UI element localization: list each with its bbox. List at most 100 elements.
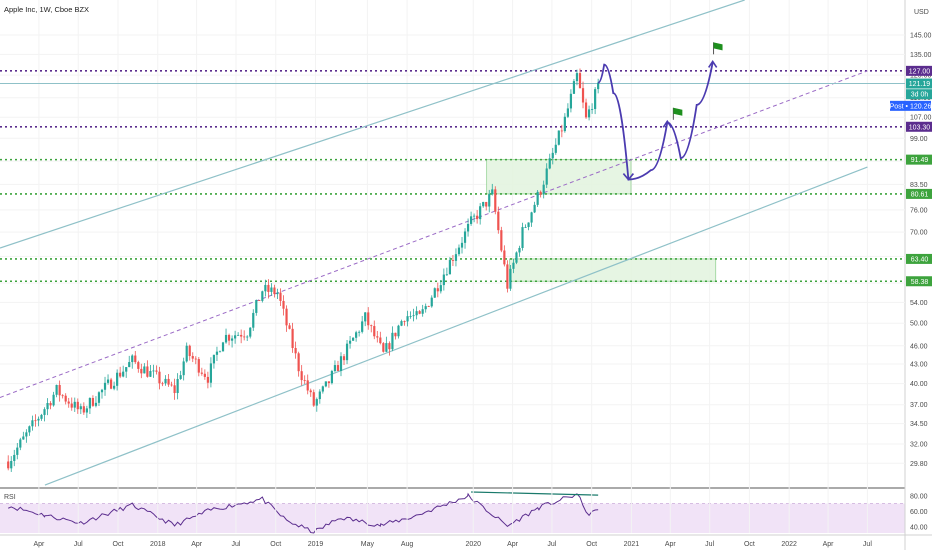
candle-2018-02-09	[173, 385, 176, 394]
candle-2018-11-02	[288, 325, 291, 329]
channel-upper-line[interactable]	[0, 0, 745, 249]
candle-2018-08-31	[261, 291, 264, 301]
candle-2018-10-05	[276, 292, 279, 295]
y-tick-label: 32.00	[910, 442, 928, 449]
level-badge	[906, 154, 932, 165]
candle-2019-11-01	[445, 274, 448, 276]
candle-2019-12-27	[469, 216, 473, 224]
rsi-divergence-line[interactable]	[471, 491, 599, 496]
candle-2020-05-08	[527, 222, 530, 228]
candle-2020-06-05	[539, 191, 542, 195]
price-badge-label: 3d 0h	[911, 92, 929, 99]
candle-2020-01-03	[473, 215, 476, 217]
projection-arrowhead	[708, 60, 718, 68]
support-zone[interactable]	[486, 159, 632, 195]
y-tick-label: 43.00	[910, 362, 928, 369]
candle-2017-12-01	[143, 366, 146, 374]
candle-2019-01-11	[318, 391, 321, 400]
candle-2018-03-30	[194, 358, 197, 360]
candle-2017-09-29	[116, 372, 119, 386]
candle-2017-06-23	[73, 401, 76, 408]
candle-2017-11-03	[131, 355, 134, 363]
channel-lower-line[interactable]	[44, 166, 868, 486]
candle-2017-05-26	[61, 395, 64, 397]
candle-2018-12-07	[303, 380, 306, 381]
candle-2018-11-30	[300, 371, 303, 381]
candle-2019-08-23	[415, 311, 418, 316]
candle-2020-07-24	[560, 130, 563, 132]
candle-2019-06-14	[385, 343, 388, 352]
candle-2017-09-01	[103, 382, 107, 390]
candle-2018-08-03	[249, 327, 252, 337]
candle-2019-10-11	[436, 288, 439, 292]
candle-2017-12-22	[152, 370, 155, 372]
projection-path[interactable]	[597, 62, 714, 181]
flag-icon[interactable]	[713, 42, 723, 51]
candle-2017-11-10	[134, 355, 137, 363]
candle-2020-08-14	[569, 93, 573, 109]
candle-2018-08-17	[255, 300, 258, 313]
candle-2018-04-20	[203, 373, 206, 377]
y-tick-label: 34.50	[910, 421, 928, 428]
candle-2018-02-23	[179, 375, 182, 379]
candle-2017-03-24	[34, 420, 37, 422]
candle-2017-12-15	[149, 371, 152, 377]
candle-2019-04-12	[358, 331, 361, 333]
candle-2018-08-10	[252, 312, 255, 328]
candle-2019-03-15	[345, 343, 349, 361]
y-tick-label: 50.00	[910, 321, 928, 328]
y-tick-label: 83.50	[910, 182, 928, 189]
candle-2018-04-27	[206, 376, 209, 383]
x-tick-label: Jul	[705, 541, 714, 548]
candle-2020-05-15	[530, 212, 533, 223]
candle-2018-02-16	[176, 378, 179, 394]
candle-2017-07-14	[82, 406, 85, 413]
candle-2019-05-31	[379, 337, 382, 344]
candle-2018-11-23	[297, 353, 300, 372]
candle-2019-08-16	[412, 315, 415, 317]
candle-2020-05-29	[536, 191, 539, 205]
level-badge	[906, 276, 932, 287]
candle-2018-11-09	[291, 328, 294, 348]
candle-2017-05-12	[55, 384, 58, 395]
rsi-line[interactable]	[8, 492, 599, 534]
channel-mid-line[interactable]	[0, 70, 868, 398]
candle-2018-04-13	[200, 372, 203, 374]
candle-2017-09-15	[109, 379, 113, 389]
flag-icon[interactable]	[673, 107, 683, 116]
candle-2018-05-25	[218, 351, 222, 353]
candle-2019-02-22	[336, 365, 340, 371]
support-zone[interactable]	[509, 258, 717, 282]
candle-2017-12-29	[155, 370, 158, 372]
x-tick-label: Apr	[33, 541, 45, 548]
currency-label[interactable]: USD	[914, 9, 929, 16]
y-tick-label: 107.00	[910, 115, 932, 122]
x-tick-label: Apr	[823, 541, 835, 548]
candle-2018-09-21	[270, 287, 273, 292]
candle-2020-08-21	[572, 81, 576, 94]
candle-2020-07-03	[551, 152, 554, 159]
rsi-band	[0, 503, 905, 533]
rsi-tick-label: 80.00	[910, 493, 928, 500]
candle-2019-07-26	[403, 321, 406, 322]
candle-2017-08-04	[91, 398, 95, 406]
candle-2019-12-20	[466, 223, 470, 232]
candle-2018-01-26	[167, 378, 170, 385]
candle-2019-09-13	[424, 306, 427, 310]
candle-2018-09-07	[264, 284, 267, 292]
y-tick-label: 54.00	[910, 300, 928, 307]
level-label: 58.38	[911, 279, 929, 286]
candle-2019-12-06	[460, 242, 464, 248]
x-tick-label: May	[361, 541, 375, 548]
candle-2017-03-03	[25, 432, 28, 437]
level-badge	[906, 188, 932, 199]
candle-2019-09-06	[421, 309, 424, 314]
x-tick-label: 2018	[150, 541, 166, 548]
candle-2019-07-19	[400, 321, 403, 326]
x-tick-label: Jul	[74, 541, 83, 548]
candle-2018-10-12	[279, 292, 282, 301]
x-tick-label: Apr	[191, 541, 203, 548]
candle-2017-01-27	[10, 460, 13, 469]
